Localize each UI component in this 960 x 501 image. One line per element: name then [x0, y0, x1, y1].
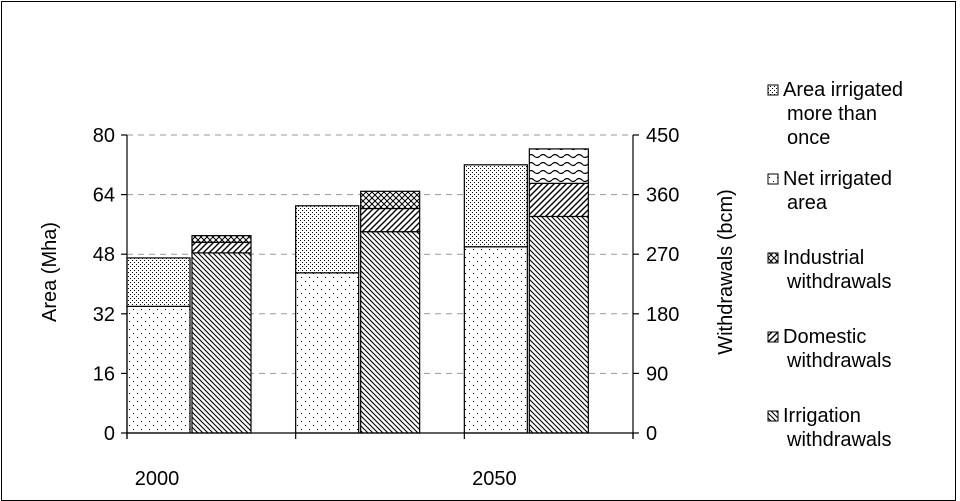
legend-label: more than — [787, 103, 877, 125]
bar-segment — [528, 148, 589, 184]
right-axis-tick-label: 270 — [646, 244, 679, 266]
left-axis-tick-label: 32 — [93, 304, 115, 326]
legend-swatch — [767, 410, 779, 422]
bar-segment — [126, 305, 191, 434]
bar-segment — [191, 241, 252, 254]
bar-segment — [360, 190, 421, 210]
right-axis-tick-label: 450 — [646, 125, 679, 147]
bar-segment — [360, 207, 421, 233]
legend-label: Irrigation — [783, 405, 861, 427]
bars — [126, 148, 589, 434]
bar-segment — [295, 272, 360, 434]
right-axis-tick-label: 90 — [646, 363, 668, 385]
legend-swatch — [767, 331, 779, 343]
bar-segment — [360, 231, 421, 434]
right-axis-tick-label: 360 — [646, 185, 679, 207]
left-axis-tick-label: 0 — [104, 423, 115, 445]
right-axis-title: Withdrawals (bcm) — [715, 189, 737, 355]
left-axis-tick-label: 64 — [93, 185, 115, 207]
bar-segment — [191, 252, 252, 434]
legend-swatch — [767, 84, 779, 96]
right-axis-tick-label: 180 — [646, 304, 679, 326]
left-axis-tick-label: 48 — [93, 244, 115, 266]
legend-swatch — [767, 173, 779, 185]
bar-segment — [191, 235, 252, 243]
bar-segment — [463, 164, 528, 248]
legend-label: withdrawals — [786, 429, 891, 451]
legend-label: area — [787, 192, 828, 214]
axes: 0 16 32 48 64 80 0 90 180 270 360 450 2000 2050 Area (… — [39, 125, 737, 490]
bar-segment — [463, 246, 528, 434]
legend-label: Industrial — [783, 247, 864, 269]
legend-label: Domestic — [783, 326, 866, 348]
left-axis-title: Area (Mha) — [39, 222, 61, 322]
bar-segment — [528, 215, 589, 434]
left-axis-tick-label: 16 — [93, 363, 115, 385]
bar-segment — [528, 182, 589, 218]
x-axis-tick-label: 2000 — [135, 468, 180, 490]
legend-label: withdrawals — [786, 271, 891, 293]
right-axis-tick-label: 0 — [646, 423, 657, 445]
legend-swatch — [767, 252, 779, 264]
x-axis-tick-label: 2050 — [472, 468, 517, 490]
legend-label: withdrawals — [786, 350, 891, 372]
legend-label: Area irrigated — [783, 79, 903, 101]
bar-segment — [295, 205, 360, 274]
bar-segment — [126, 257, 191, 307]
left-axis-tick-label: 80 — [93, 125, 115, 147]
legend-label: once — [787, 127, 830, 149]
legend-label: Net irrigated — [783, 168, 892, 190]
